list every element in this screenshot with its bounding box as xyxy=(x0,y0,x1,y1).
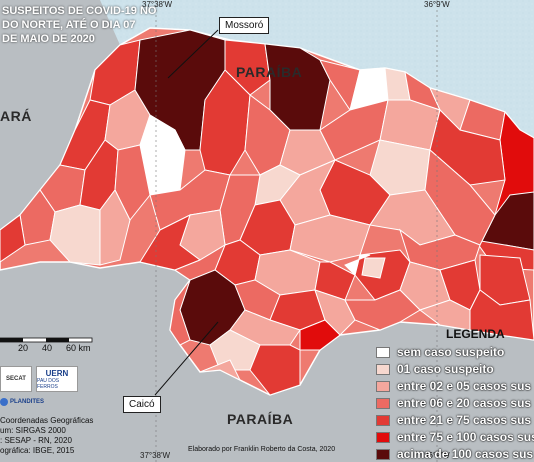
map-title-line-2: DO NORTE, ATÉ O DIA 07 xyxy=(2,19,136,31)
secat-logo: SECAT xyxy=(0,366,32,392)
legend-swatch xyxy=(376,414,390,426)
neighbor-label-west: ARÁ xyxy=(0,108,32,124)
legend-label: 01 caso suspeito xyxy=(397,362,494,376)
neighbor-label-south: PARAÍBA xyxy=(227,411,294,427)
coord-top-left: 37°38'W xyxy=(142,0,173,9)
callout-mossoro: Mossoró xyxy=(219,17,270,34)
legend-label: entre 02 e 05 casos sus xyxy=(397,379,532,393)
legend-swatch xyxy=(376,346,390,358)
uern-logo: UERN PAU DOS FERROS xyxy=(36,366,78,392)
plandites-logo: PLANDITES xyxy=(0,396,50,408)
legend-label: entre 21 e 75 casos sus xyxy=(397,413,532,427)
callout-caico: Caicó xyxy=(123,396,161,413)
map-title-line-1: SUSPEITOS DE COVID-19 NO xyxy=(2,5,157,17)
mossoro-leader xyxy=(167,29,219,79)
legend-item: entre 02 e 05 casos sus xyxy=(376,379,531,393)
legend-label: entre 06 e 20 casos sus xyxy=(397,396,532,410)
info-line-3: : SESAP - RN, 2020 xyxy=(0,436,72,445)
info-line-2: um: SIRGAS 2000 xyxy=(0,426,66,435)
coord-top-right: 36°9'W xyxy=(424,0,450,9)
legend-label: sem caso suspeito xyxy=(397,345,505,359)
scale-bar xyxy=(0,337,93,343)
scale-tick-20: 20 xyxy=(18,343,29,353)
legend-swatch xyxy=(376,380,390,392)
legend-item: entre 75 e 100 casos sus xyxy=(376,430,534,444)
coord-bottom-left: 37°38'W xyxy=(140,451,171,460)
legend-item: acima de 100 casos sus xyxy=(376,447,533,461)
map-credit: Elaborado por Franklin Roberto da Costa,… xyxy=(188,446,336,453)
legend-swatch xyxy=(376,363,390,375)
legend-swatch xyxy=(376,431,390,443)
legend-title: LEGENDA xyxy=(446,327,505,341)
coord-bottom-right: 36°9'W xyxy=(424,451,450,460)
info-line-1: Coordenadas Geográficas xyxy=(0,416,94,425)
legend-label: acima de 100 casos sus xyxy=(397,447,534,461)
legend-swatch xyxy=(376,397,390,409)
legend-label: entre 75 e 100 casos sus xyxy=(397,430,534,444)
scale-tick-40: 40 xyxy=(42,343,53,353)
graticule xyxy=(155,0,438,462)
scale-tick-60: 60 km xyxy=(66,343,91,353)
plandites-icon xyxy=(0,398,8,406)
legend-item: entre 06 e 20 casos sus xyxy=(376,396,531,410)
legend-item: sem caso suspeito xyxy=(376,345,504,359)
map-title-line-3: DE MAIO DE 2020 xyxy=(2,33,95,45)
legend-swatch xyxy=(376,448,390,460)
caico-leader xyxy=(154,321,219,396)
municipalities xyxy=(0,29,534,396)
legend-item: 01 caso suspeito xyxy=(376,362,494,376)
neighbor-label-south-north: PARAÍBA xyxy=(236,64,303,80)
legend-item: entre 21 e 75 casos sus xyxy=(376,413,531,427)
info-line-4: ográfica: IBGE, 2015 xyxy=(0,446,75,455)
